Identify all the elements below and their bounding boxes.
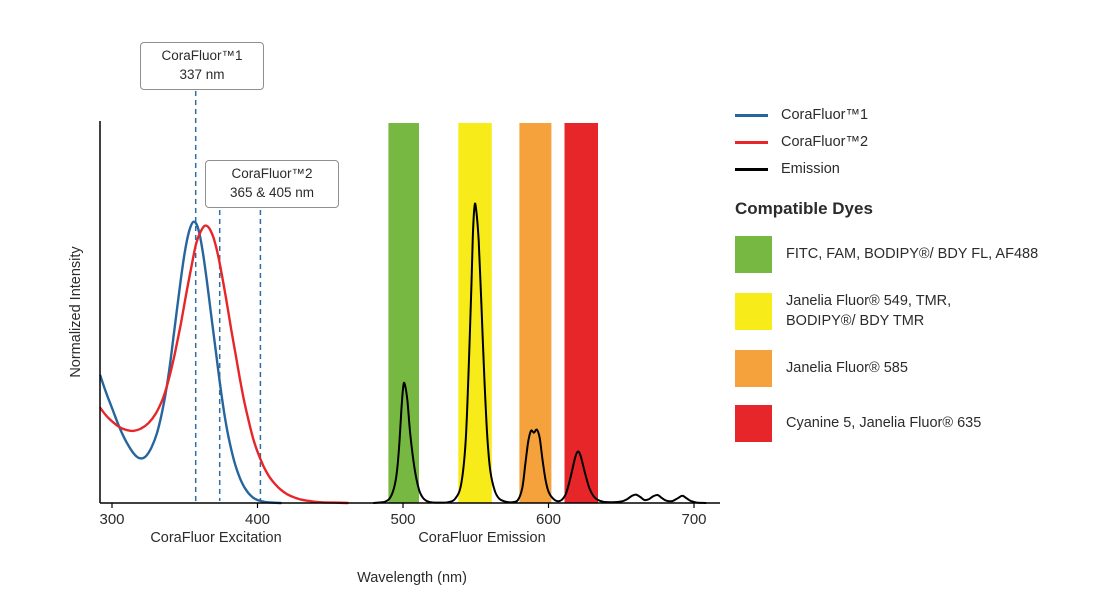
spectra-chart: 300 400 500 600 700: [99, 82, 720, 528]
excitation-section-label: CoraFluor Excitation: [150, 530, 282, 546]
x-tick-label: 300: [99, 511, 124, 528]
x-axis-label: Wavelength (nm): [357, 570, 467, 586]
legend: CoraFluor™1 CoraFluor™2 Emission Compati…: [735, 107, 1085, 460]
dye-label-red: Cyanine 5, Janelia Fluor® 635: [786, 414, 982, 431]
callout-corafluor1: CoraFluor™1 337 nm: [140, 42, 264, 90]
legend-item-corafluor2: CoraFluor™2: [735, 134, 1085, 150]
dye-swatch-green: [735, 236, 772, 273]
series-curve-1: [99, 224, 349, 505]
x-tick-label: 400: [245, 511, 270, 528]
dye-item-green: FITC, FAM, BODIPY®/ BDY FL, AF488: [735, 236, 1085, 273]
y-axis-label: Normalized Intensity: [68, 246, 84, 378]
dye-swatch-yellow: [735, 292, 772, 330]
emission-filter-band-1: [458, 123, 492, 503]
callout-corafluor1-value: 337 nm: [179, 66, 225, 82]
legend-line-swatch-corafluor1: [735, 113, 768, 117]
callout-corafluor1-title: CoraFluor™1: [161, 48, 243, 63]
dye-item-yellow: Janelia Fluor® 549, TMR, BODIPY®/ BDY TM…: [735, 291, 1085, 332]
emission-filter-band-3: [564, 123, 598, 503]
emission-filter-band-2: [519, 123, 552, 503]
legend-item-emission: Emission: [735, 161, 1085, 177]
legend-label-corafluor1: CoraFluor™1: [781, 107, 869, 123]
emission-section-label: CoraFluor Emission: [418, 530, 546, 546]
callout-corafluor2-value: 365 & 405 nm: [229, 184, 315, 200]
legend-line-swatch-corafluor2: [735, 140, 768, 144]
callout-corafluor2: CoraFluor™2 365 & 405 nm: [205, 160, 339, 208]
dye-swatch-orange: [735, 349, 772, 387]
dye-swatch-red: [735, 404, 772, 442]
legend-label-corafluor2: CoraFluor™2: [781, 134, 869, 150]
x-tick-label: 500: [390, 511, 415, 528]
callout-corafluor2-title: CoraFluor™2: [231, 166, 313, 181]
dye-item-red: Cyanine 5, Janelia Fluor® 635: [735, 404, 1085, 442]
series-curve-2: [372, 202, 707, 504]
dye-label-orange: Janelia Fluor® 585: [786, 359, 908, 376]
legend-line-swatch-emission: [735, 167, 768, 171]
emission-filter-band-0: [388, 123, 419, 503]
dye-label-yellow: Janelia Fluor® 549, TMR, BODIPY®/ BDY TM…: [786, 293, 952, 330]
dye-label-green: FITC, FAM, BODIPY®/ BDY FL, AF488: [786, 246, 1039, 263]
x-tick-label: 600: [536, 511, 561, 528]
legend-item-corafluor1: CoraFluor™1: [735, 107, 1085, 123]
legend-label-emission: Emission: [781, 161, 840, 177]
compatible-dyes-heading: Compatible Dyes: [735, 199, 873, 218]
dye-item-orange: Janelia Fluor® 585: [735, 349, 1085, 387]
series-curve-0: [99, 220, 282, 505]
x-tick-label: 700: [681, 511, 706, 528]
